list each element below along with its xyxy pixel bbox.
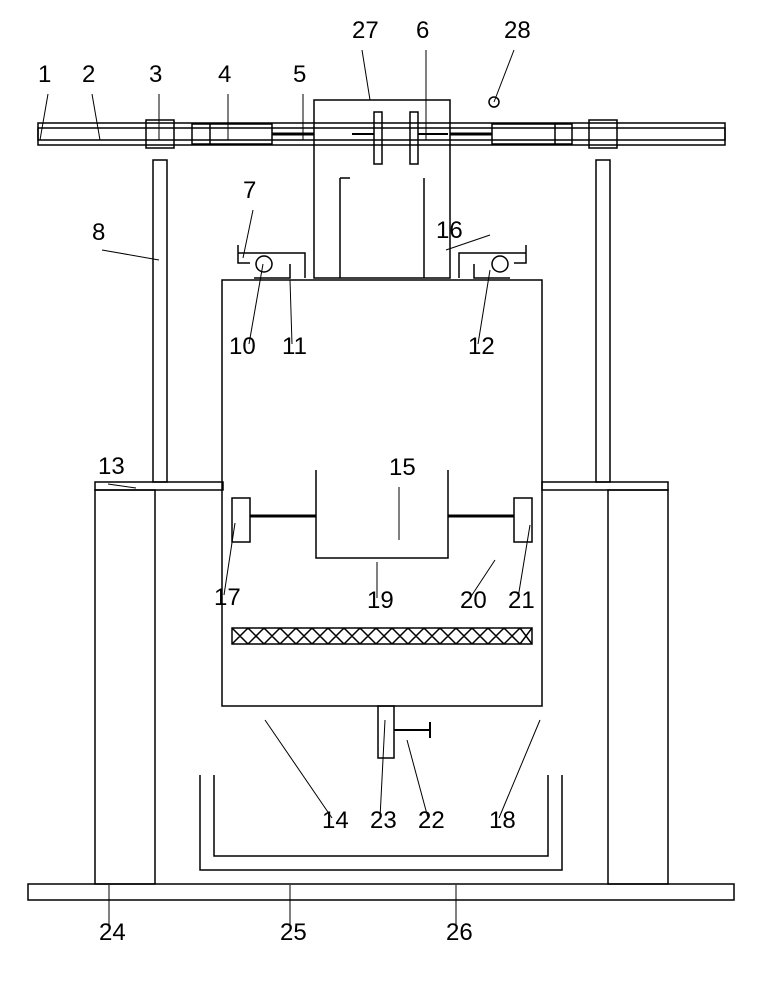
label-22: 22 (418, 807, 445, 834)
label-6: 6 (416, 17, 429, 44)
base-plate (28, 884, 734, 900)
label-23: 23 (370, 807, 397, 834)
leader-line (108, 484, 136, 488)
bed-left (95, 482, 223, 490)
left-cylinder (192, 124, 272, 144)
block-left (232, 498, 250, 542)
label-10: 10 (229, 333, 256, 360)
label-25: 25 (280, 919, 307, 946)
plate-left (374, 112, 382, 164)
leader-line (102, 250, 159, 260)
leader-line (362, 50, 370, 100)
label-16: 16 (436, 217, 463, 244)
right-cylinder (492, 124, 572, 144)
left-bearing (238, 245, 305, 278)
label-28: 28 (504, 17, 531, 44)
leader-line (92, 94, 100, 140)
leader-line (380, 720, 385, 818)
label-20: 20 (460, 587, 487, 614)
leader-line (249, 264, 263, 344)
label-19: 19 (367, 587, 394, 614)
label-27: 27 (352, 17, 379, 44)
label-2: 2 (82, 61, 95, 88)
label-17: 17 (214, 584, 241, 611)
right-bearing (459, 245, 526, 278)
block-right (514, 498, 532, 542)
right-rod (596, 160, 610, 482)
outlet-pipe (378, 706, 394, 758)
label-18: 18 (489, 807, 516, 834)
left-slider (146, 120, 174, 148)
label-8: 8 (92, 219, 105, 246)
leader-line (243, 210, 253, 258)
label-12: 12 (468, 333, 495, 360)
plate-right (410, 112, 418, 164)
label-11: 11 (282, 333, 307, 360)
label-4: 4 (218, 61, 231, 88)
label-7: 7 (243, 177, 256, 204)
leader-line (265, 720, 332, 818)
leader-line (40, 94, 48, 140)
label-1: 1 (38, 61, 51, 88)
label-26: 26 (446, 919, 473, 946)
label-24: 24 (99, 919, 126, 946)
label-14: 14 (322, 807, 349, 834)
left-rod (153, 160, 167, 482)
label-15: 15 (389, 454, 416, 481)
leader-line (494, 50, 514, 102)
right-leg (608, 490, 668, 884)
right-slider (589, 120, 617, 148)
label-13: 13 (98, 453, 125, 480)
label-5: 5 (293, 61, 306, 88)
label-3: 3 (149, 61, 162, 88)
label-21: 21 (508, 587, 535, 614)
leader-line (499, 720, 540, 818)
bed-right (542, 482, 668, 490)
left-leg (95, 490, 155, 884)
inner-basket (316, 470, 448, 558)
filter-hatch (232, 628, 532, 644)
